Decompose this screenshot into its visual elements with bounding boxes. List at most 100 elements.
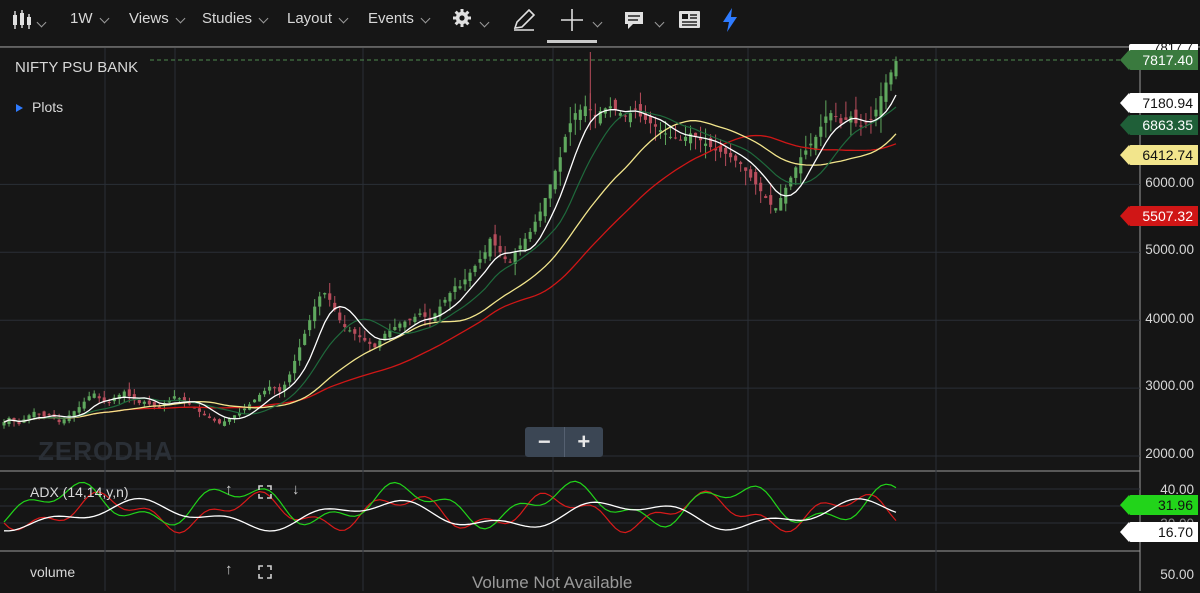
candle-body: [724, 147, 728, 154]
zoom-controls: − +: [525, 427, 603, 457]
move-up-icon[interactable]: ↑: [225, 561, 233, 578]
candle-body: [278, 387, 282, 392]
candle-body: [293, 360, 297, 374]
candle-body: [187, 403, 191, 405]
pencil-icon[interactable]: [510, 6, 538, 34]
zoom-out-button[interactable]: −: [537, 429, 551, 454]
candle-body: [628, 113, 632, 123]
candle-body: [443, 299, 447, 303]
candle-body: [232, 415, 237, 419]
candle-body: [32, 411, 36, 418]
volume-unavailable-message: Volume Not Available: [472, 573, 633, 592]
candle-body: [493, 234, 497, 246]
candle-body: [824, 116, 828, 123]
candle-body: [553, 170, 557, 190]
volume-tick-50: 50.00: [1160, 567, 1194, 582]
candle-body: [839, 118, 843, 124]
candle-body: [172, 396, 176, 399]
layout-label: Layout: [287, 10, 333, 27]
candle-body: [132, 394, 136, 401]
candle-body: [688, 133, 693, 144]
studies-menu[interactable]: Studies: [202, 0, 269, 40]
candle-body: [653, 124, 658, 127]
views-menu[interactable]: Views: [129, 0, 186, 40]
candle-body: [468, 272, 472, 282]
candle-body: [749, 169, 753, 178]
candle-body: [488, 238, 492, 257]
candle-body: [543, 197, 547, 217]
candle-body: [704, 143, 708, 146]
candle-body: [393, 326, 397, 330]
candle-body: [663, 133, 668, 135]
candle-body: [563, 136, 567, 153]
candle-body: [92, 393, 96, 398]
candlestick-icon[interactable]: [8, 6, 36, 34]
candle-body: [97, 396, 101, 399]
comment-icon[interactable]: [621, 6, 649, 34]
candle-body: [438, 306, 442, 317]
interval-selector[interactable]: 1W: [70, 0, 109, 40]
plots-toggle[interactable]: Plots: [16, 99, 63, 115]
crosshair-icon[interactable]: [558, 6, 586, 34]
candle-body: [623, 115, 627, 117]
layout-menu[interactable]: Layout: [287, 0, 349, 40]
watermark-logo: ZERODHA: [38, 436, 174, 466]
last-price-badge: 7817.40: [1120, 50, 1198, 70]
candle-body: [323, 293, 327, 295]
plus-di-badge: 31.96: [1120, 495, 1198, 515]
move-up-icon[interactable]: ↑: [225, 481, 233, 498]
candle-body: [759, 182, 763, 192]
candle-body: [338, 312, 342, 321]
candle-body: [42, 411, 46, 417]
events-menu[interactable]: Events: [368, 0, 431, 40]
candle-body: [528, 231, 532, 239]
candle-body: [734, 155, 738, 161]
candle-body: [744, 167, 748, 171]
candle-body: [263, 390, 267, 395]
candle-body: [573, 113, 577, 120]
candle-body: [308, 320, 312, 331]
gear-icon[interactable]: [450, 6, 478, 34]
candle-body: [373, 343, 377, 348]
maximize-icon[interactable]: [258, 485, 272, 499]
candle-body: [182, 397, 186, 402]
candle-body: [222, 421, 227, 426]
candle-body: [533, 221, 537, 232]
candle-body: [127, 389, 131, 397]
candle-body: [513, 252, 517, 264]
candle-body: [72, 411, 76, 417]
candle-body: [273, 387, 277, 389]
candle-body: [864, 122, 868, 124]
candle-body: [343, 324, 347, 327]
ma-value-badge: 6412.74: [1120, 145, 1198, 165]
ma-line-fast: [3, 106, 897, 423]
candle-body: [683, 136, 688, 141]
candle-body: [874, 109, 878, 117]
candle-body: [117, 394, 121, 399]
candle-body: [107, 402, 111, 404]
candle-body: [548, 184, 552, 199]
candle-body: [498, 246, 502, 253]
candle-body: [473, 265, 477, 273]
price-partial-label: 7817.7: [1129, 44, 1198, 52]
candle-body: [423, 312, 427, 317]
maximize-icon[interactable]: [258, 565, 272, 579]
lightning-icon[interactable]: [716, 6, 744, 34]
news-icon[interactable]: [676, 6, 704, 34]
move-down-icon[interactable]: ↓: [292, 481, 300, 498]
ma-value-badge: 7180.94: [1120, 93, 1198, 113]
candle-body: [388, 330, 392, 338]
candle-body: [333, 302, 337, 311]
candle-body: [177, 398, 181, 400]
zoom-in-button[interactable]: +: [577, 429, 591, 454]
candle-body: [794, 167, 798, 178]
candle-body: [2, 422, 6, 426]
candle-body: [122, 391, 126, 398]
candle-body: [303, 333, 307, 345]
candle-body: [719, 145, 723, 152]
zoom-divider: [563, 427, 565, 457]
candle-body: [678, 139, 683, 141]
candle-body: [648, 115, 653, 124]
candle-body: [383, 333, 387, 341]
